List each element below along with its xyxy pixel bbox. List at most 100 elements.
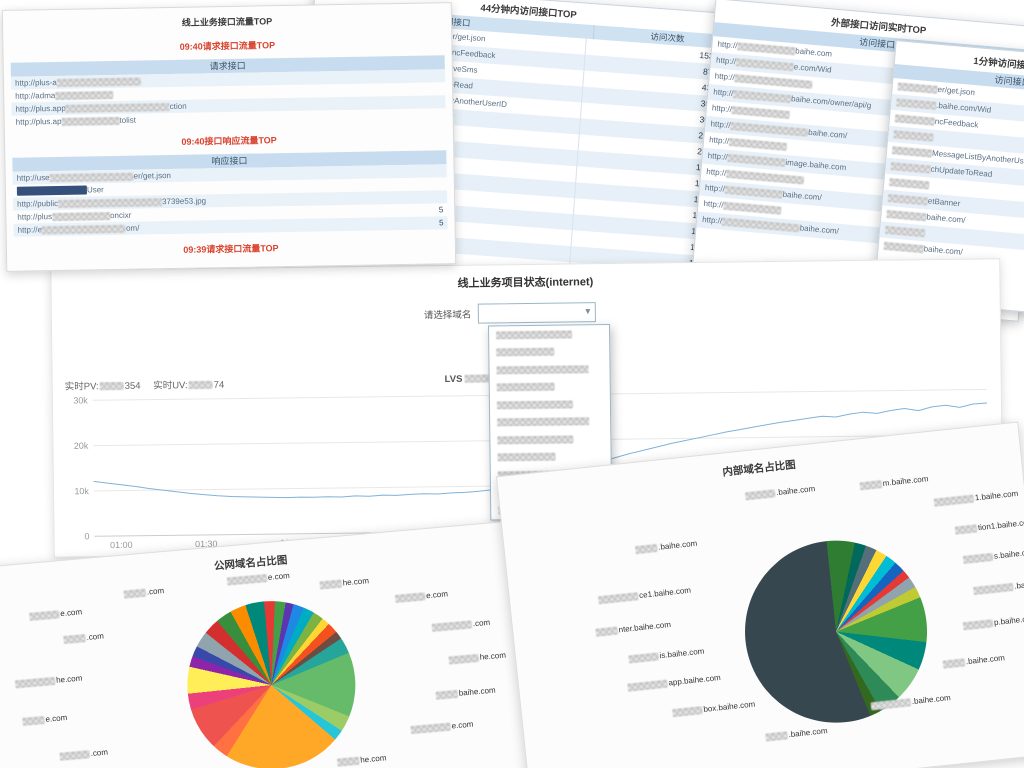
request-api-table: http://plus-a http://adma http://plus.ap… (10, 69, 446, 129)
redacted-text (59, 750, 91, 761)
redacted-text (226, 573, 268, 586)
pie-slice-label: 1.baihe.com (933, 489, 1019, 507)
svg-text:01:00: 01:00 (110, 540, 133, 550)
redacted-text (870, 698, 912, 711)
response-api-table: http://use er/get.json User http://public… (12, 164, 448, 237)
redacted-text (962, 552, 994, 564)
redacted-text (49, 172, 134, 183)
redacted-text (431, 620, 473, 632)
redacted-text (598, 592, 639, 605)
panel-online-api-traffic-top: 线上业务接口流量TOP 09:40请求接口流量TOP 请求接口 http://p… (1, 2, 457, 272)
redacted-text (496, 330, 573, 340)
domain-option[interactable] (490, 447, 610, 466)
redacted-text (728, 137, 788, 151)
domain-option[interactable] (490, 412, 610, 431)
redacted-text (887, 193, 929, 206)
realtime-stats: 实时PV: 354 实时UV: 74 (65, 377, 225, 393)
redacted-text (123, 588, 147, 599)
redacted-text (61, 116, 120, 126)
pie-slice-label: .com (431, 618, 490, 632)
redacted-text (889, 177, 930, 190)
svg-text:10k: 10k (74, 486, 89, 496)
redacted-text (14, 676, 56, 689)
pie-slice-label: .baihe.com (765, 726, 828, 742)
redacted-text (735, 58, 795, 72)
pie-slice-label: he.com (337, 753, 387, 767)
domain-option[interactable] (490, 430, 610, 449)
domain-option[interactable] (489, 342, 609, 361)
svg-text:0: 0 (84, 531, 89, 541)
redacted-text (188, 381, 213, 390)
pie-labels: e.com .com e.com he.com e.com .com he.co… (0, 520, 547, 768)
redacted-text (942, 658, 966, 669)
redacted-text (634, 543, 658, 555)
domain-option[interactable] (490, 377, 610, 396)
pie-slice-label: baihe.com (435, 686, 496, 700)
pie-slice-label: he.com (448, 651, 506, 665)
pie-slice-label: he.com (14, 674, 83, 689)
redacted-text (897, 82, 938, 94)
domain-option[interactable] (490, 395, 610, 414)
redacted-text (410, 722, 451, 734)
pie-slice-label: .baihe.com (870, 693, 951, 711)
redacted-text (496, 400, 574, 410)
redacted-text (16, 185, 87, 197)
domain-option[interactable] (489, 360, 609, 379)
pie-slice-label: m.baihe.com (859, 474, 929, 491)
redacted-text (497, 417, 590, 427)
redacted-text (435, 689, 459, 700)
redacted-text (890, 161, 931, 174)
redacted-text (595, 626, 619, 637)
svg-text:01:30: 01:30 (195, 539, 218, 549)
redacted-text (744, 489, 776, 501)
redacted-text (765, 731, 788, 742)
uv-label: 实时UV: (153, 380, 188, 392)
pie-slice-label: .baihe.com (744, 484, 816, 501)
redacted-text (63, 633, 86, 644)
redacted-text (99, 382, 124, 391)
pie-slice-label: .com (59, 748, 108, 761)
pie-slice-label: is.baihe.com (628, 647, 705, 664)
pie-slice-label: .baihe.com (634, 539, 698, 555)
domain-select[interactable]: ▾ (477, 302, 596, 324)
api-table: er/get.json .baihe.com/Wid ncFeedback Me… (878, 78, 1024, 274)
redacted-text (894, 114, 936, 126)
redacted-text (394, 592, 426, 603)
domain-select-row: 请选择域名 ▾ (424, 302, 596, 324)
pie-slice-label: e.com (410, 720, 474, 734)
pie-slice-label: he.com (319, 576, 369, 590)
redacted-text (727, 153, 786, 167)
uv-value-suffix: 74 (213, 379, 225, 391)
domain-select-label: 请选择域名 (423, 309, 472, 322)
redacted-text (57, 198, 163, 208)
domain-option[interactable] (489, 325, 609, 344)
redacted-text (496, 347, 555, 357)
redacted-text (319, 579, 343, 590)
redacted-text (496, 382, 555, 392)
pie-slice-label: s.baihe.com (962, 547, 1024, 564)
redacted-text (933, 494, 975, 507)
svg-text:30k: 30k (73, 395, 88, 405)
redacted-text (886, 209, 927, 222)
pie-slice-label: ce1.baihe.com (598, 586, 691, 605)
pie-slice-label: .baihe.com (942, 653, 1005, 669)
redacted-text (628, 652, 660, 664)
chevron-down-icon: ▾ (585, 306, 591, 318)
pie-labels: .baihe.com m.baihe.com 1.baihe.com tion1… (497, 423, 1024, 768)
redacted-text (65, 102, 170, 113)
redacted-text (337, 756, 360, 767)
redacted-text (893, 130, 934, 142)
pie-slice-label: box.baihe.com (672, 700, 756, 718)
redacted-text (896, 98, 937, 110)
pv-label: 实时PV: (64, 381, 99, 393)
pie-slice-label: nter.baihe.com (595, 620, 671, 637)
redacted-text (883, 241, 925, 254)
redacted-text (497, 452, 556, 462)
redacted-text (672, 705, 703, 718)
pie-slice-label: e.com (29, 607, 82, 621)
redacted-text (55, 90, 114, 100)
panel-internal-domain-pie: 内部域名占比图 .baihe.com m.baihe.com 1.baihe.c… (495, 421, 1024, 768)
pie-slice-label: .baihe.com (973, 578, 1024, 595)
pie-slice-label: tion1.baihe.com (954, 517, 1024, 535)
pie-slice-label: e.com (394, 589, 448, 603)
